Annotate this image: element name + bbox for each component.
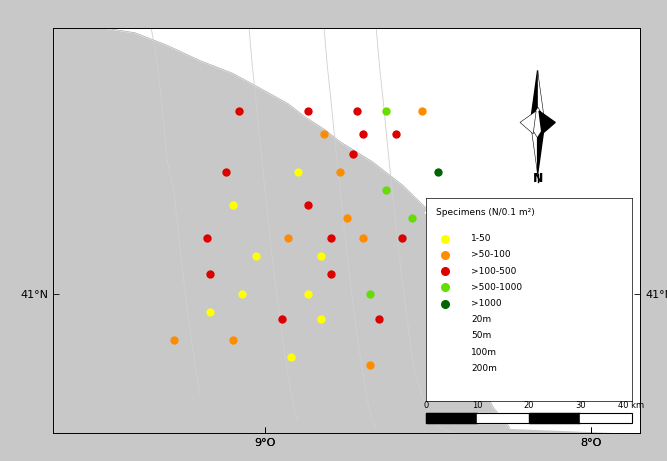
Polygon shape bbox=[422, 193, 442, 208]
Polygon shape bbox=[53, 28, 640, 433]
Polygon shape bbox=[425, 210, 432, 215]
Polygon shape bbox=[435, 230, 451, 243]
